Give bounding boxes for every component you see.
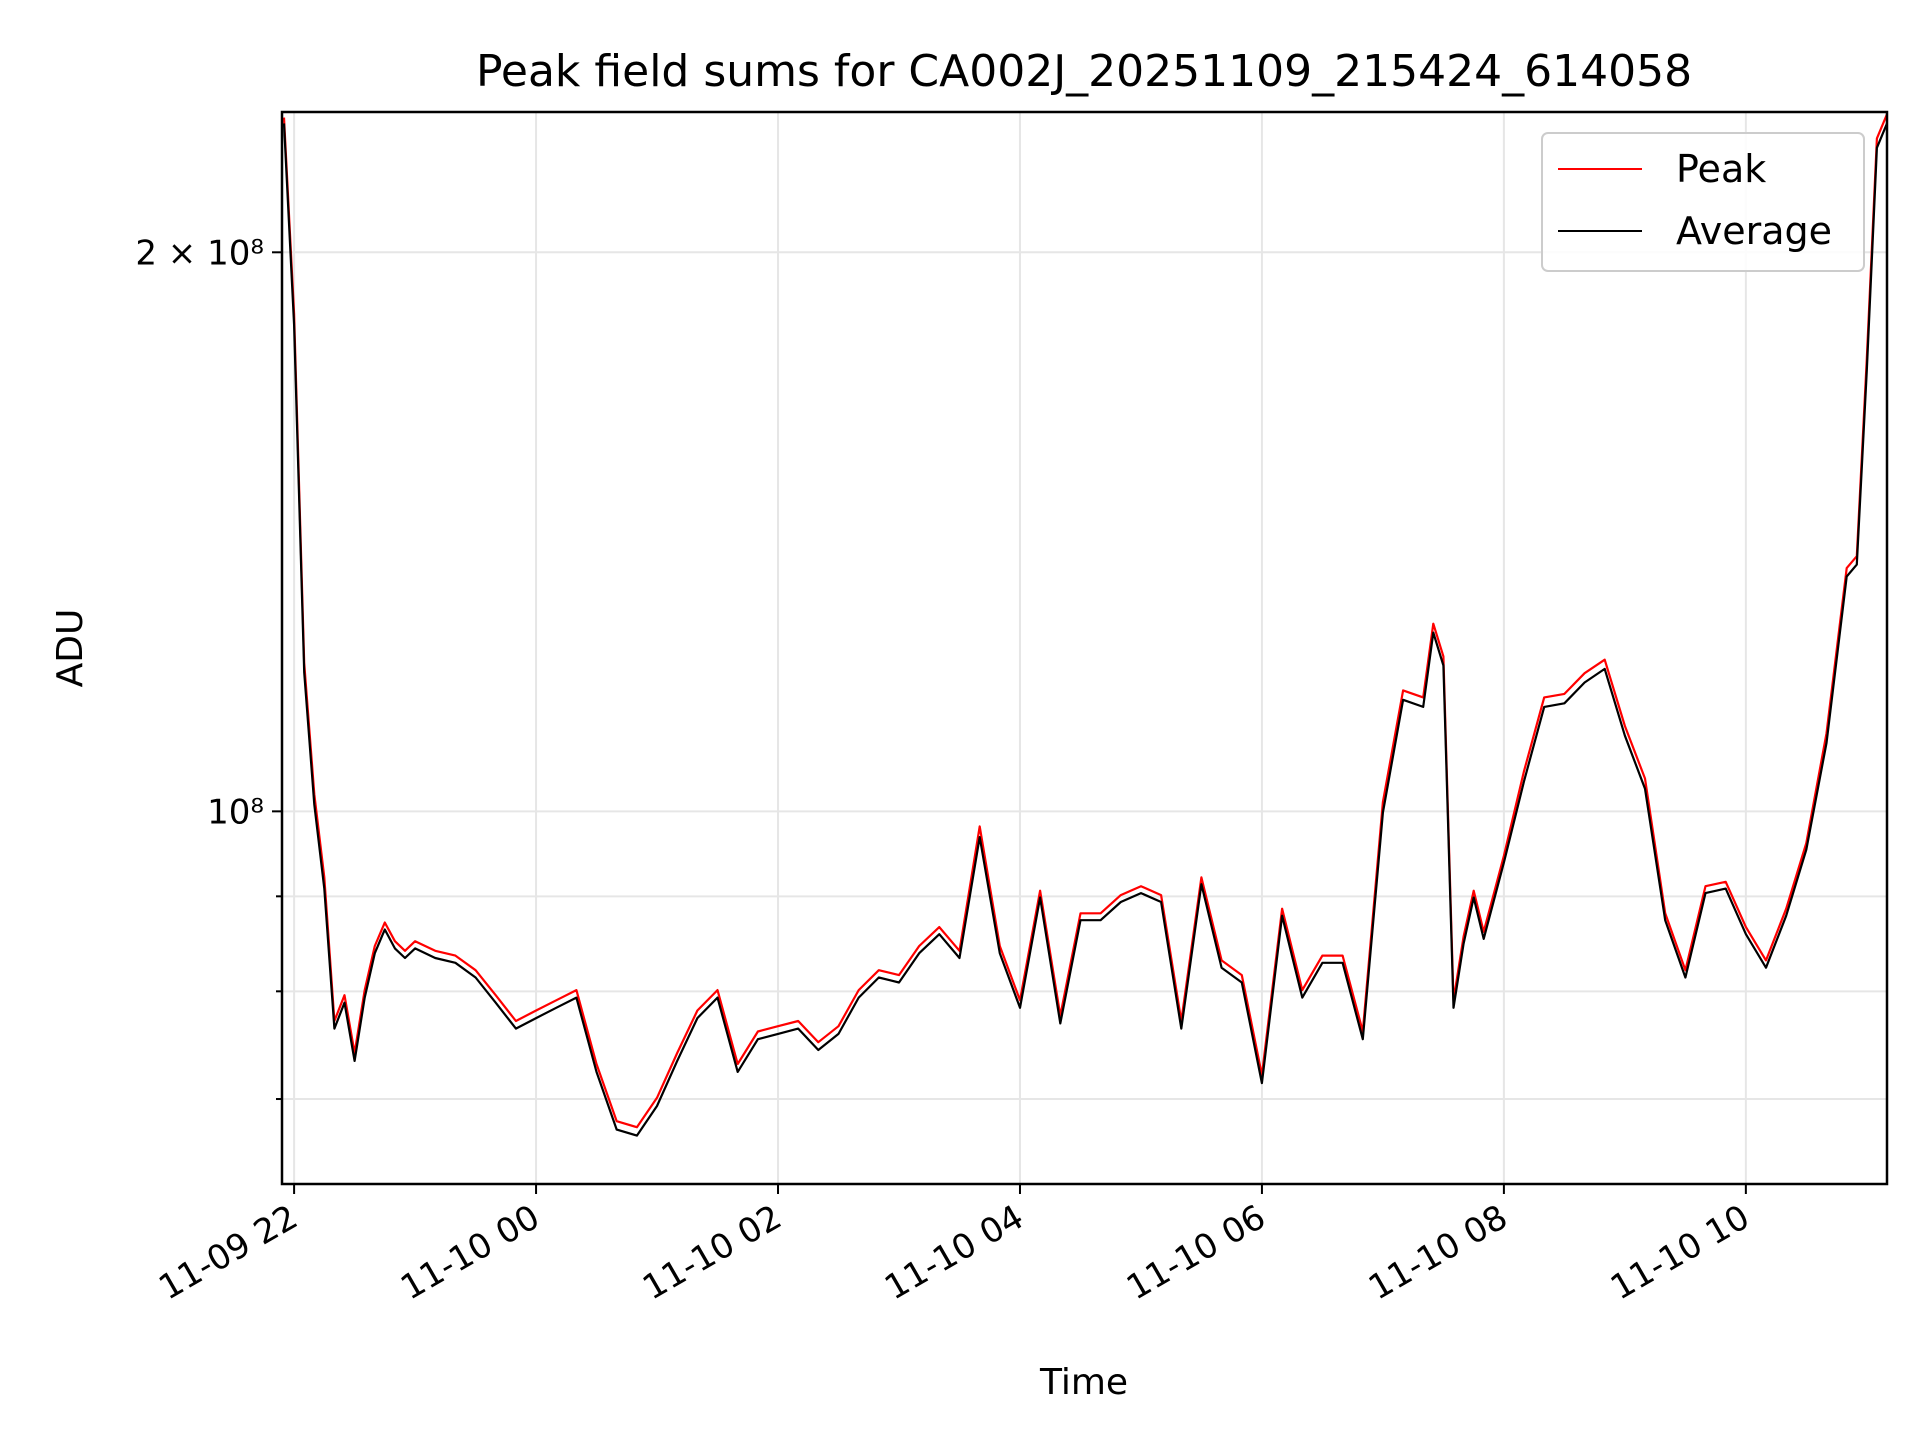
y-tick-label: 10⁸ (207, 792, 264, 832)
legend-label-average: Average (1676, 209, 1832, 253)
y-tick-label: 2 × 10⁸ (135, 233, 264, 273)
series-line-peak (282, 113, 1889, 1129)
plot-frame (280, 110, 1889, 1186)
series-line-average (282, 122, 1889, 1137)
x-axis-label: Time (1039, 1362, 1128, 1403)
grid-lines (282, 112, 1887, 1184)
legend-box (1541, 132, 1865, 272)
plot-series (282, 113, 1889, 1137)
legend-label-peak: Peak (1676, 147, 1766, 191)
chart-title: Peak field sums for CA002J_20251109_2154… (476, 46, 1692, 97)
y-axis-label: ADU (50, 609, 91, 688)
y-axis-ticks: 2 × 10⁸ 10⁸ (135, 233, 282, 1101)
legend: Peak Average (1541, 132, 1865, 272)
